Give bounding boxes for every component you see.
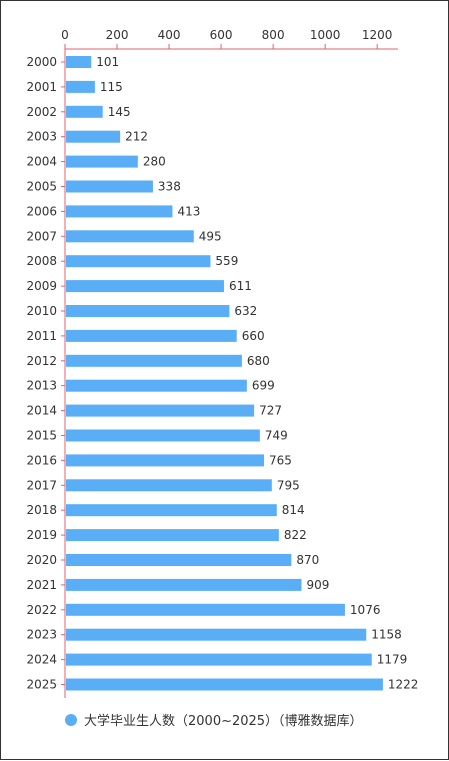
y-tick-label: 2025	[26, 678, 57, 692]
y-tick-label: 2003	[26, 130, 57, 144]
bar[interactable]	[66, 280, 224, 293]
y-tick-label: 2018	[26, 503, 57, 517]
data-label: 822	[284, 528, 307, 542]
y-tick-label: 2000	[26, 55, 57, 69]
data-label: 559	[215, 254, 238, 268]
y-tick-label: 2019	[26, 528, 57, 542]
y-tick-label: 2014	[26, 404, 57, 418]
data-label: 145	[108, 105, 131, 119]
bar[interactable]	[66, 578, 302, 591]
data-label: 495	[199, 229, 222, 243]
bar[interactable]	[66, 379, 247, 392]
data-label: 870	[296, 553, 319, 567]
y-tick-label: 2005	[26, 180, 57, 194]
bar-series	[66, 56, 383, 691]
data-label: 680	[247, 354, 270, 368]
bar[interactable]	[66, 429, 260, 442]
y-tick-label: 2009	[26, 279, 57, 293]
x-tick-label: 1200	[362, 28, 393, 42]
legend-marker	[65, 714, 77, 726]
data-label: 765	[269, 453, 292, 467]
bar[interactable]	[66, 678, 383, 691]
bar[interactable]	[66, 56, 92, 68]
bar[interactable]	[66, 479, 272, 492]
data-label: 795	[277, 478, 300, 492]
y-tick-label: 2008	[26, 254, 57, 268]
y-tick-label: 2010	[26, 304, 57, 318]
y-tick-label: 2015	[26, 429, 57, 443]
bar[interactable]	[66, 230, 194, 243]
bar[interactable]	[66, 529, 279, 542]
bar[interactable]	[66, 603, 345, 616]
legend[interactable]: 大学毕业生人数（2000~2025）（博雅数据库）	[65, 713, 363, 729]
y-tick-label: 2020	[26, 553, 57, 567]
y-tick-label: 2006	[26, 204, 57, 218]
y-tick-label: 2017	[26, 478, 57, 492]
x-tick-label: 800	[262, 28, 285, 42]
bar[interactable]	[66, 554, 292, 566]
data-label: 413	[177, 204, 200, 218]
data-label: 814	[282, 503, 305, 517]
legend-label: 大学毕业生人数（2000~2025）（博雅数据库）	[84, 713, 363, 729]
data-label: 338	[158, 180, 181, 194]
data-label: 632	[234, 304, 257, 318]
y-tick-label: 2002	[26, 105, 57, 119]
x-tick-label: 1000	[310, 28, 341, 42]
data-label: 749	[265, 429, 288, 443]
bar[interactable]	[66, 255, 211, 268]
y-tick-label: 2011	[26, 329, 57, 343]
y-tick-label: 2007	[26, 229, 57, 243]
bar[interactable]	[66, 205, 173, 218]
bar[interactable]	[66, 130, 121, 143]
bar[interactable]	[66, 305, 230, 317]
data-label: 280	[143, 155, 166, 169]
data-label: 1222	[388, 678, 419, 692]
data-label: 699	[252, 379, 275, 393]
data-label: 1076	[350, 603, 381, 617]
y-tick-label: 2004	[26, 155, 57, 169]
y-tick-label: 2021	[26, 578, 57, 592]
x-tick-label: 600	[210, 28, 233, 42]
bar[interactable]	[66, 504, 277, 517]
bar[interactable]	[66, 404, 255, 417]
bar[interactable]	[66, 628, 367, 641]
y-tick-label: 2022	[26, 603, 57, 617]
x-tick-label: 0	[61, 28, 69, 42]
bar[interactable]	[66, 105, 103, 118]
data-label: 212	[125, 130, 148, 144]
y-tick-label: 2013	[26, 379, 57, 393]
bar[interactable]	[66, 80, 95, 93]
value-labels: 101 115 145 212 280 338 413 495 559 611 632 660 680 6…	[96, 55, 418, 692]
data-label: 1179	[377, 653, 408, 667]
y-tick-label: 2012	[26, 354, 57, 368]
x-axis: 0 200 400 600 800 1000 1200	[61, 28, 398, 50]
data-label: 909	[306, 578, 329, 592]
data-label: 101	[96, 55, 119, 69]
y-tick-label: 2023	[26, 628, 57, 642]
bar[interactable]	[66, 180, 153, 193]
data-label: 1158	[371, 628, 402, 642]
bar[interactable]	[66, 354, 242, 367]
data-label: 115	[100, 80, 123, 94]
x-tick-label: 200	[106, 28, 129, 42]
x-tick-label: 400	[158, 28, 181, 42]
y-axis: 2000 2001 2002 2003 2004 2005 2006 2007 2008 2009…	[26, 49, 66, 698]
data-label: 727	[259, 404, 282, 418]
y-tick-label: 2024	[26, 653, 57, 667]
bar[interactable]	[66, 454, 265, 467]
y-tick-label: 2016	[26, 453, 57, 467]
data-label: 660	[242, 329, 265, 343]
bar[interactable]	[66, 329, 237, 342]
bar[interactable]	[66, 155, 138, 168]
data-label: 611	[229, 279, 252, 293]
y-tick-label: 2001	[26, 80, 57, 94]
bar[interactable]	[66, 653, 372, 666]
